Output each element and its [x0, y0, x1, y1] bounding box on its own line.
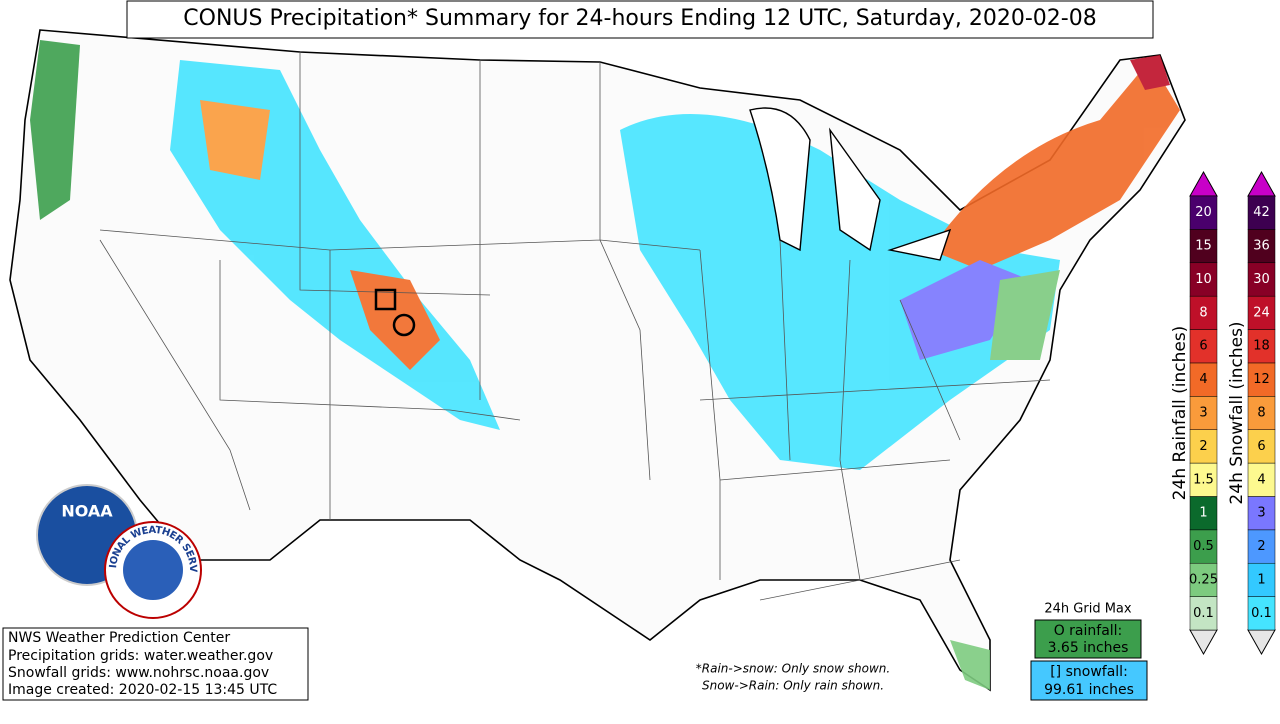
- scale-label: 2: [1257, 539, 1265, 554]
- scale-swatch: [1247, 462, 1276, 497]
- note: Snow->Rain: Only rain shown.: [702, 679, 884, 693]
- color-scales: 0.1 0.25 0.5 1 1.5 2 3 4 6 8 10 15 20 24h Rainfall (i…: [1170, 170, 1276, 656]
- scale-swatch: [1189, 529, 1218, 564]
- scale-label: 3: [1257, 506, 1265, 521]
- scale-swatch: [1189, 596, 1218, 631]
- scale-label: 1.5: [1193, 472, 1214, 487]
- scale-label: 10: [1195, 272, 1212, 287]
- credit: Precipitation grids: water.weather.gov: [8, 648, 273, 664]
- credit: Image created: 2020-02-15 13:45 UTC: [8, 682, 277, 698]
- scale-swatch: [1189, 295, 1218, 330]
- scale-swatch: [1189, 229, 1218, 264]
- scale-swatch: [1189, 262, 1218, 297]
- scale-label: 1: [1257, 572, 1265, 587]
- rainfall-max-box: [1034, 619, 1142, 659]
- scale-label: 8: [1257, 406, 1265, 421]
- great-lakes: [749, 107, 952, 261]
- scale-swatch: [1189, 195, 1218, 230]
- snowfall-max-label: [] snowfall:: [1050, 664, 1128, 680]
- snowfall-max-value: 99.61 inches: [1044, 682, 1134, 698]
- scale-label: 4: [1199, 372, 1207, 387]
- scale-title: 24h Rainfall (inches): [1170, 326, 1190, 501]
- scale-label: 36: [1253, 239, 1270, 254]
- grid-max-title: 24h Grid Max: [1044, 602, 1132, 617]
- borders: [99, 52, 1051, 601]
- scale-label: 42: [1253, 205, 1270, 220]
- scale-swatch: [1247, 195, 1276, 230]
- note: *Rain->snow: Only snow shown.: [696, 662, 890, 676]
- scale-swatch: [1247, 262, 1276, 297]
- scale-swatch: [1189, 462, 1218, 497]
- credits-box: [2, 627, 309, 701]
- title: CONUS Precipitation* Summary for 24-hour…: [183, 6, 1096, 31]
- snowfall-max-box: [1030, 660, 1148, 701]
- scale-label: 3: [1199, 406, 1207, 421]
- scale-label: 6: [1199, 339, 1207, 354]
- credit: NWS Weather Prediction Center: [8, 630, 230, 646]
- scale-label: 20: [1195, 205, 1212, 220]
- scale-label: 6: [1257, 439, 1265, 454]
- scale-label: 18: [1253, 339, 1270, 354]
- scale-swatch: [1247, 229, 1276, 264]
- scale-label: 12: [1253, 372, 1270, 387]
- scale-swatch: [1247, 562, 1276, 597]
- scale-label: 1: [1199, 506, 1207, 521]
- title-box: [126, 0, 1154, 39]
- scale-swatch: [1247, 429, 1276, 464]
- scale-swatch: [1189, 496, 1218, 531]
- scale-label: 4: [1257, 472, 1265, 487]
- scale-label: 2: [1199, 439, 1207, 454]
- scale-swatch: [1247, 295, 1276, 330]
- rainfall-max-value: 3.65 inches: [1048, 640, 1129, 656]
- snow-max-marker: [374, 288, 397, 311]
- scale-label: 0.25: [1189, 572, 1218, 587]
- nws-logo-inner: [123, 540, 183, 600]
- credit: Snowfall grids: www.nohrsc.noaa.gov: [8, 665, 269, 681]
- scale-swatch: [1189, 429, 1218, 464]
- scale-swatch: [1247, 396, 1276, 430]
- rainfall-max-label: O rainfall:: [1054, 623, 1123, 639]
- scale-swatch: [1247, 529, 1276, 564]
- scale-label: 15: [1195, 239, 1212, 254]
- noaa-text: NOAA: [61, 502, 113, 521]
- scale-swatch: [1247, 362, 1276, 397]
- scale-swatch: [1189, 396, 1218, 430]
- scale-label: 30: [1253, 272, 1270, 287]
- scale-label: 0.1: [1193, 606, 1214, 621]
- scale-label: 24: [1253, 305, 1270, 320]
- scale-swatch: [1189, 329, 1218, 364]
- scale-label: 0.1: [1251, 606, 1272, 621]
- scale-title: 24h Snowfall (inches): [1227, 321, 1247, 504]
- scale-label: 8: [1199, 305, 1207, 320]
- rain-max-marker: [392, 313, 416, 337]
- scale-label: 0.5: [1193, 539, 1214, 554]
